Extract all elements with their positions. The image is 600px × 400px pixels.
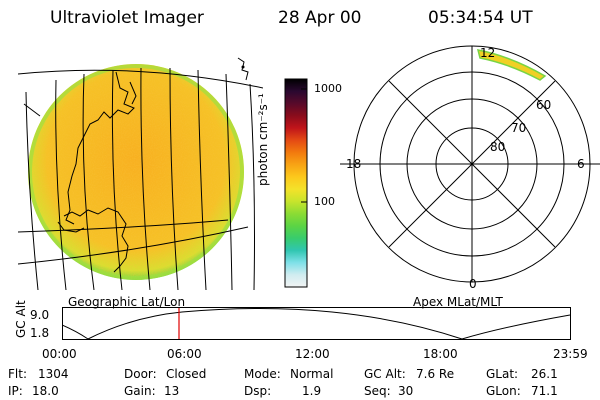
geographic-panel-label: Geographic Lat/Lon: [68, 295, 186, 309]
mlt-label-12: 12: [480, 46, 496, 60]
timeline-xtick-0000: 00:00: [42, 347, 77, 361]
status-glat-value: 26.1: [531, 367, 558, 381]
instrument-title: Ultraviolet Imager: [50, 8, 204, 28]
altitude-curve: [62, 308, 571, 340]
mlt-label-0: 0: [469, 277, 477, 291]
polar-plot: [340, 45, 600, 283]
colorbar-fill: [284, 78, 308, 288]
polar-diagonal-2: [388, 80, 556, 248]
timeline-xtick-0600: 06:00: [167, 347, 202, 361]
status-ip-key: IP:: [8, 384, 23, 398]
timeline-xtick-1200: 12:00: [295, 347, 330, 361]
timeline-xtick-2359: 23:59: [553, 347, 588, 361]
status-gcalt-key: GC Alt:: [364, 367, 406, 381]
status-flt-value: 1304: [38, 367, 69, 381]
status-door-key: Door:: [124, 367, 157, 381]
colorbar-tick-label-1000: 1000: [314, 82, 342, 95]
mlat-label-80: 80: [490, 140, 506, 154]
status-gain-value: 13: [164, 384, 180, 398]
status-ip-value: 18.0: [32, 384, 59, 398]
coastlines: [23, 57, 249, 273]
time-label: 05:34:54 UT: [428, 8, 533, 28]
timeline-plot: [62, 307, 571, 340]
timeline-ytick-min: 1.8: [30, 326, 50, 340]
colorbar-tick-label-100: 100: [314, 195, 335, 208]
status-flt-key: Flt:: [8, 367, 27, 381]
mlat-label-70: 70: [511, 121, 527, 135]
status-gcalt-value: 7.6 Re: [416, 367, 455, 381]
timeline-y-label: GC Alt: [14, 300, 28, 338]
colorbar: [284, 78, 308, 288]
status-glon-key: GLon:: [486, 384, 521, 398]
apex-panel-label: Apex MLat/MLT: [413, 295, 503, 309]
longitude-grid: [25, 67, 255, 290]
mlt-label-18: 18: [346, 157, 362, 171]
latitude-grid: [18, 69, 263, 265]
globe-edge-glow: [28, 64, 244, 280]
status-gain-key: Gain:: [124, 384, 156, 398]
status-glat-key: GLat:: [486, 367, 519, 381]
mlt-label-6: 6: [577, 157, 585, 171]
status-seq-key: Seq:: [364, 384, 391, 398]
mlat-label-60: 60: [536, 98, 552, 112]
colorbar-unit-label: photon cm⁻²s⁻¹: [256, 93, 270, 186]
status-seq-value: 30: [398, 384, 414, 398]
status-mode-key: Mode:: [244, 367, 281, 381]
status-door-value: Closed: [166, 367, 207, 381]
colorbar-unit-text: photon cm⁻²s⁻¹: [256, 93, 270, 186]
status-dsp-key: Dsp:: [244, 384, 272, 398]
date-label: 28 Apr 00: [278, 8, 362, 28]
status-mode-value: Normal: [290, 367, 334, 381]
status-dsp-value: 1.9: [302, 384, 322, 398]
geographic-image: [18, 57, 263, 290]
timeline-xtick-1800: 18:00: [423, 347, 458, 361]
timeline-ytick-max: 9.0: [30, 308, 50, 322]
auroral-band: [476, 49, 547, 81]
status-glon-value: 71.1: [531, 384, 558, 398]
